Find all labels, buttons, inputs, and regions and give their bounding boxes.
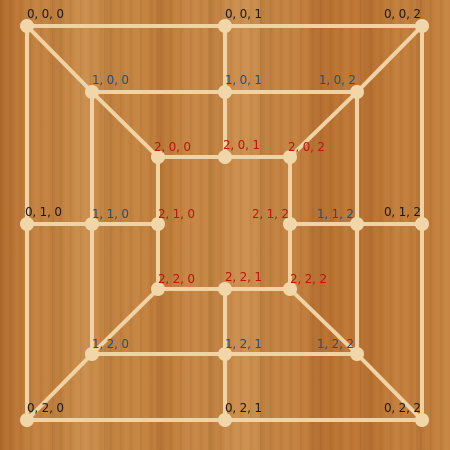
point-label-0-1-2: 0, 1, 2 xyxy=(384,205,421,219)
point-label-2-0-1: 2, 0, 1 xyxy=(223,138,260,152)
board-point-1-0-0[interactable] xyxy=(85,85,99,99)
point-label-0-0-0: 0, 0, 0 xyxy=(27,7,64,21)
point-label-2-1-0: 2, 1, 0 xyxy=(158,207,195,221)
board-point-1-1-0[interactable] xyxy=(85,217,99,231)
board-line xyxy=(288,90,359,159)
board-point-1-0-1[interactable] xyxy=(218,85,232,99)
point-label-0-2-1: 0, 2, 1 xyxy=(225,401,262,415)
point-label-1-2-0: 1, 2, 0 xyxy=(92,337,129,351)
board-point-1-0-2[interactable] xyxy=(350,85,364,99)
board-point-2-1-2[interactable] xyxy=(283,217,297,231)
point-label-1-0-1: 1, 0, 1 xyxy=(225,73,262,87)
point-label-0-2-2: 0, 2, 2 xyxy=(384,401,421,415)
point-label-1-1-0: 1, 1, 0 xyxy=(92,207,129,221)
point-label-1-2-2: 1, 2, 2 xyxy=(317,337,354,351)
board-line xyxy=(25,352,94,422)
board-line xyxy=(355,24,424,94)
board-line xyxy=(90,90,160,159)
board-point-2-1-0[interactable] xyxy=(151,217,165,231)
point-label-2-0-0: 2, 0, 0 xyxy=(154,140,191,154)
board-point-0-2-2[interactable] xyxy=(415,413,429,427)
board-point-2-2-0[interactable] xyxy=(151,282,165,296)
point-label-1-0-2: 1, 0, 2 xyxy=(319,73,356,87)
board-line xyxy=(355,352,424,422)
board-point-2-0-0[interactable] xyxy=(151,150,165,164)
board-point-0-2-0[interactable] xyxy=(20,413,34,427)
point-label-1-2-1: 1, 2, 1 xyxy=(225,337,262,351)
board-point-0-0-2[interactable] xyxy=(415,19,429,33)
point-label-2-1-2: 2, 1, 2 xyxy=(252,207,289,221)
point-label-2-2-0: 2, 2, 0 xyxy=(158,272,195,286)
board-line xyxy=(25,24,94,94)
board-point-1-2-1[interactable] xyxy=(218,347,232,361)
point-label-0-1-0: 0, 1, 0 xyxy=(25,205,62,219)
board-point-2-0-2[interactable] xyxy=(283,150,297,164)
point-label-2-0-2: 2, 0, 2 xyxy=(288,140,325,154)
board-point-1-1-2[interactable] xyxy=(350,217,364,231)
point-label-1-1-2: 1, 1, 2 xyxy=(317,207,354,221)
board-point-1-2-0[interactable] xyxy=(85,347,99,361)
board-point-1-2-2[interactable] xyxy=(350,347,364,361)
board-line xyxy=(288,287,359,356)
board-line xyxy=(90,287,160,356)
board-point-2-2-1[interactable] xyxy=(218,282,232,296)
board-point-0-1-0[interactable] xyxy=(20,217,34,231)
board-point-0-2-1[interactable] xyxy=(218,413,232,427)
point-label-0-0-2: 0, 0, 2 xyxy=(384,7,421,21)
point-label-2-2-2: 2, 2, 2 xyxy=(290,272,327,286)
board-point-2-2-2[interactable] xyxy=(283,282,297,296)
point-label-0-2-0: 0, 2, 0 xyxy=(27,401,64,415)
point-label-2-2-1: 2, 2, 1 xyxy=(225,270,262,284)
point-label-0-0-1: 0, 0, 1 xyxy=(225,7,262,21)
board-point-0-0-0[interactable] xyxy=(20,19,34,33)
point-label-1-0-0: 1, 0, 0 xyxy=(92,73,129,87)
board-point-0-0-1[interactable] xyxy=(218,19,232,33)
board-point-2-0-1[interactable] xyxy=(218,150,232,164)
board-point-0-1-2[interactable] xyxy=(415,217,429,231)
